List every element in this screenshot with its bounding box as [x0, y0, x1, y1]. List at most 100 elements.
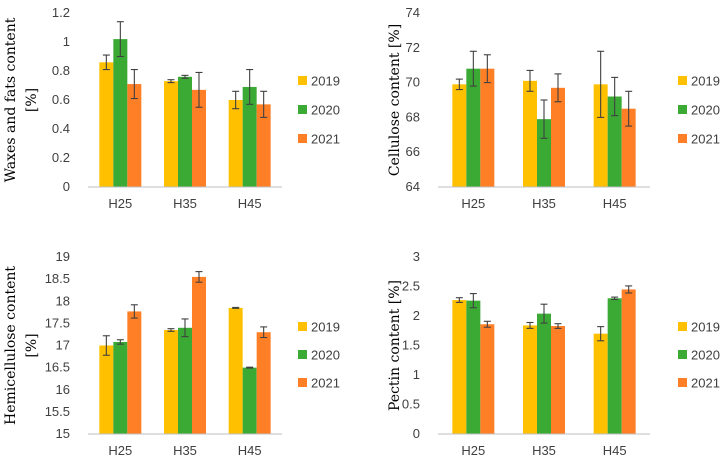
bar-2021-H35 — [551, 326, 565, 434]
bar-2021-H45 — [256, 332, 271, 434]
error-bar-2019-H35 — [526, 321, 534, 329]
error-bar-2019-H25 — [102, 335, 110, 356]
legend-swatch-2020 — [298, 350, 307, 359]
y-tick-label: 3 — [413, 249, 420, 264]
error-bar-2021-H35 — [554, 73, 562, 103]
bar-2019-H25 — [99, 62, 114, 187]
x-tick-label: H35 — [532, 196, 556, 211]
error-bar-2019-H45 — [232, 306, 240, 309]
bar-2019-H25 — [452, 84, 467, 187]
bar-2021-H25 — [127, 311, 142, 434]
error-bar-2021-H25 — [483, 54, 491, 84]
x-tick-label: H25 — [108, 443, 132, 458]
x-tick-label: H45 — [603, 443, 627, 458]
bar-2019-H45 — [593, 333, 608, 434]
legend-label-2019: 2019 — [311, 320, 340, 335]
bar-2020-H35 — [537, 119, 551, 187]
error-bar-2021-H45 — [260, 90, 268, 118]
legend: 2019 2020 2021 — [678, 320, 720, 391]
y-axis-label: Cellulose content [%] — [387, 24, 403, 176]
y-axis-label-line: [%] — [24, 333, 40, 357]
x-tick-label: H45 — [238, 443, 262, 458]
legend-swatch-2021 — [298, 378, 307, 387]
error-bar-2020-H45 — [246, 69, 254, 105]
bar-2020-H25 — [466, 68, 481, 187]
error-bar-2019-H25 — [455, 297, 463, 303]
y-tick-label: 70 — [406, 75, 420, 90]
y-tick-label: 0.5 — [402, 397, 420, 412]
y-tick-label: 1 — [413, 367, 420, 382]
y-tick-label: 1.2 — [52, 5, 70, 20]
legend-label-2019: 2019 — [311, 74, 340, 89]
x-tick-label: H45 — [238, 196, 262, 211]
error-bar-2021-H25 — [130, 304, 138, 319]
bar-2020-H25 — [113, 39, 128, 187]
y-tick-label: 15 — [56, 426, 70, 441]
y-tick-label: 0 — [413, 426, 420, 441]
x-tick-label: H25 — [461, 443, 485, 458]
bar-2021-H25 — [480, 324, 495, 434]
y-tick-label: 0 — [63, 179, 70, 194]
error-bar-2019-H45 — [597, 326, 605, 342]
error-bar-2019-H35 — [526, 69, 534, 92]
bar-2019-H35 — [523, 80, 537, 187]
legend-swatch-2021 — [678, 134, 687, 143]
error-bar-2021-H45 — [625, 285, 633, 294]
legend: 2019 2020 2021 — [298, 320, 340, 391]
y-axis-label: Waxes and fats content [%] — [3, 17, 40, 182]
bar-2020-H45 — [607, 96, 622, 187]
error-bar-2020-H35 — [181, 74, 189, 79]
bar-2021-H25 — [480, 68, 495, 187]
legend-label-2019: 2019 — [691, 320, 720, 335]
error-bar-2020-H35 — [181, 318, 189, 338]
bar-2021-H35 — [192, 89, 206, 187]
error-bar-2019-H45 — [232, 90, 240, 110]
legend-label-2021: 2021 — [311, 132, 340, 147]
legend-label-2020: 2020 — [691, 348, 720, 363]
error-bar-2020-H25 — [116, 339, 124, 345]
legend: 2019 2020 2021 — [678, 74, 720, 147]
error-bar-2020-H35 — [540, 99, 548, 139]
chart-4: 0 0.5 1 1.5 2 2.5 3 Pectin content [%] H25 H35 H45… — [387, 249, 720, 458]
bar-2020-H25 — [466, 300, 481, 434]
legend-swatch-2021 — [298, 134, 307, 143]
x-tick-label: H25 — [108, 196, 132, 211]
legend-label-2019: 2019 — [691, 74, 720, 89]
error-bar-2021-H45 — [625, 90, 633, 127]
y-tick-label: 18 — [56, 293, 70, 308]
y-tick-label: 1.5 — [402, 338, 420, 353]
y-tick-label: 2 — [413, 308, 420, 323]
x-tick-label: H25 — [461, 196, 485, 211]
y-axis-label-line: Pectin content [%] — [387, 280, 403, 411]
bar-2019-H35 — [523, 325, 537, 434]
bar-2021-H45 — [256, 104, 271, 187]
legend-label-2020: 2020 — [691, 103, 720, 118]
error-bar-2021-H25 — [483, 320, 491, 328]
y-axis-label-line: Hemicellulose content — [3, 266, 19, 425]
bar-2019-H45 — [228, 307, 243, 434]
error-bar-2019-H45 — [597, 50, 605, 118]
y-axis-label-line: Waxes and fats content — [3, 17, 19, 182]
y-axis-label-line: [%] — [24, 88, 40, 112]
y-tick-label: 19 — [56, 249, 70, 264]
y-tick-label: 2.5 — [402, 279, 420, 294]
y-tick-label: 66 — [406, 144, 420, 159]
y-tick-label: 0.4 — [52, 121, 70, 136]
bar-2019-H35 — [164, 330, 178, 434]
y-tick-label: 0.8 — [52, 63, 70, 78]
legend-label-2021: 2021 — [691, 376, 720, 391]
bar-2019-H25 — [99, 345, 114, 434]
error-bar-2021-H35 — [195, 271, 203, 283]
y-axis-label: Pectin content [%] — [387, 280, 403, 411]
y-tick-label: 17 — [56, 338, 70, 353]
chart-1: 0 0.2 0.4 0.6 0.8 1 1.2 Waxes and fats content [… — [3, 5, 340, 211]
bar-2020-H25 — [113, 341, 128, 434]
legend-swatch-2019 — [678, 322, 687, 331]
error-bar-2020-H45 — [246, 366, 254, 369]
bar-2021-H35 — [192, 276, 206, 434]
error-bar-2021-H25 — [130, 69, 138, 100]
bar-2020-H45 — [607, 298, 622, 434]
bar-2019-H25 — [452, 300, 467, 434]
